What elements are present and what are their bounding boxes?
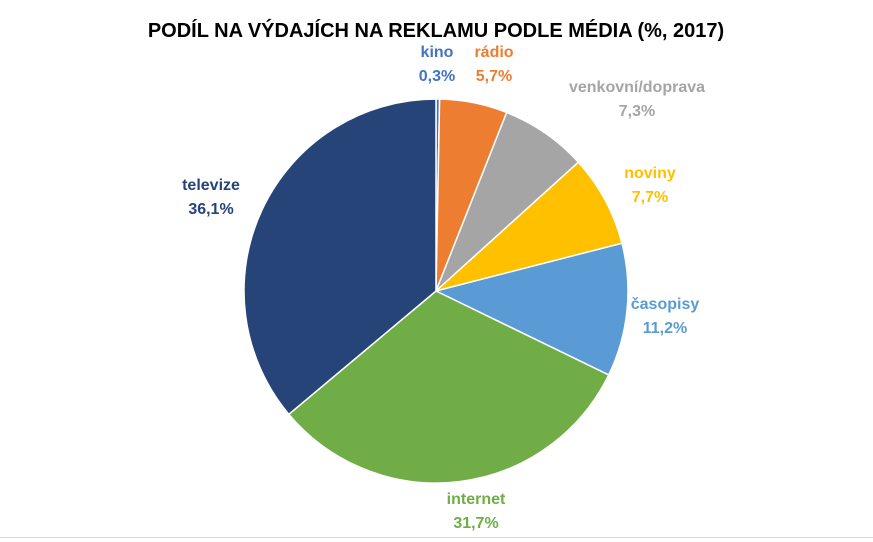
slice-label-value: 5,7% [476, 68, 512, 85]
slice-label-name: noviny [624, 165, 676, 182]
slice-label-name: časopisy [631, 296, 700, 313]
slice-label-value: 7,7% [632, 189, 668, 206]
slice-label-value: 7,3% [619, 103, 655, 120]
slice-label-value: 0,3% [419, 68, 455, 85]
chart-title: PODÍL NA VÝDAJÍCH NA REKLAMU PODLE MÉDIA… [148, 18, 724, 42]
pie-slice-4 [433, 242, 629, 376]
pie-slices [243, 98, 629, 484]
slice-label-name: rádio [474, 44, 513, 61]
slice-label-name: internet [447, 491, 506, 508]
slice-label-name: televize [182, 177, 240, 194]
bottom-divider [0, 537, 873, 538]
slice-label-value: 36,1% [188, 201, 233, 218]
pie-slice-6 [243, 98, 437, 416]
slice-label-value: 11,2% [643, 320, 687, 337]
pie-slice-3 [435, 161, 623, 292]
pie-slice-5 [287, 290, 610, 484]
slice-label-value: 31,7% [453, 515, 498, 532]
slice-label-name: kino [421, 44, 454, 61]
slice-labels: kino 0,3% rádio 5,7% venkovní/doprava 7,3% nov… [182, 44, 705, 532]
slice-label-name: venkovní/doprava [569, 79, 705, 96]
